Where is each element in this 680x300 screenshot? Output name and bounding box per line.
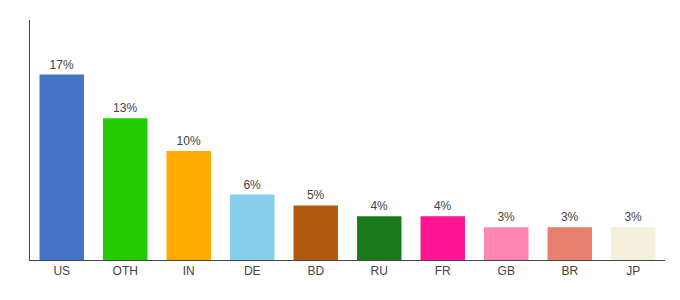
svg-text:3%: 3% [497,210,515,224]
svg-text:10%: 10% [177,134,201,148]
svg-text:IN: IN [183,264,195,278]
svg-text:3%: 3% [624,210,642,224]
svg-text:GB: GB [498,264,515,278]
svg-text:DE: DE [244,264,261,278]
svg-text:6%: 6% [243,178,261,192]
svg-text:FR: FR [435,264,451,278]
svg-text:3%: 3% [561,210,579,224]
svg-text:US: US [53,264,70,278]
svg-text:4%: 4% [370,199,388,213]
svg-text:BD: BD [307,264,324,278]
svg-text:JP: JP [626,264,640,278]
svg-text:5%: 5% [307,188,325,202]
svg-text:4%: 4% [434,199,452,213]
svg-text:BR: BR [561,264,578,278]
svg-text:17%: 17% [50,58,74,72]
svg-text:13%: 13% [113,101,137,115]
svg-text:OTH: OTH [113,264,138,278]
svg-text:RU: RU [371,264,388,278]
